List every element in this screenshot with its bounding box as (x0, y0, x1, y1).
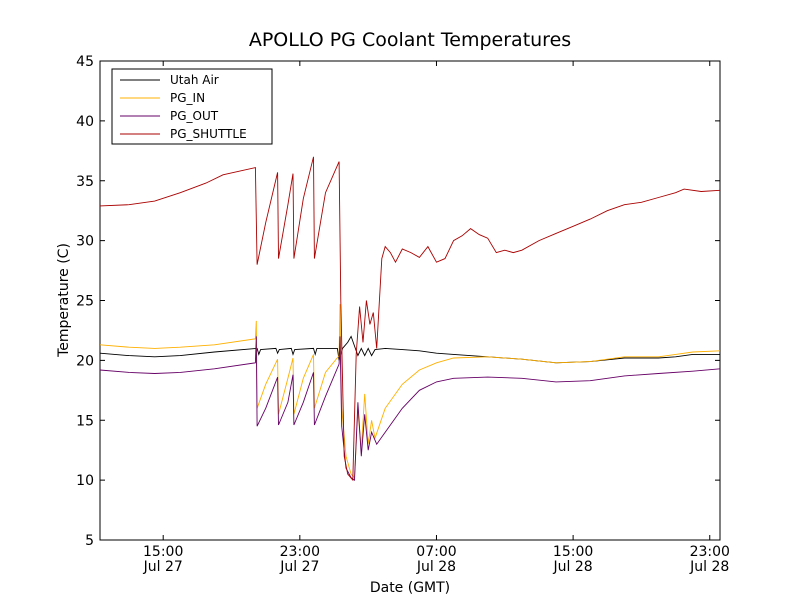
legend-items: Utah Air PG_IN PG_OUT PG_SHUTTLE (120, 73, 247, 141)
legend-box (111, 68, 273, 145)
x-tick-date-label: Jul 27 (143, 559, 183, 575)
x-tick-time-label: 07:00 (416, 544, 456, 560)
x-tick-date-label: Jul 27 (279, 559, 319, 575)
y-tick-label: 10 (76, 473, 94, 489)
series-line-pg-in (99, 304, 721, 479)
legend-label-pg-in: PG_IN (170, 91, 205, 105)
x-tick-time-label: 23:00 (690, 544, 730, 560)
y-tick-labels: 5 10 15 20 25 30 35 40 45 (76, 54, 94, 549)
y-tick-label: 40 (76, 114, 94, 130)
x-tick-date-label: Jul 28 (689, 559, 729, 575)
series-line-pg-out (99, 336, 721, 481)
x-tick-date-label: Jul 28 (416, 559, 456, 575)
x-tick-date-label: Jul 28 (553, 559, 593, 575)
x-tick-time-label: 15:00 (143, 544, 183, 560)
x-axis-title: Date (GMT) (370, 580, 450, 596)
y-tick-label: 30 (76, 234, 94, 250)
legend: Utah Air PG_IN PG_OUT PG_SHUTTLE (111, 68, 273, 145)
y-tick-label: 25 (76, 294, 94, 310)
ticks-layer (100, 60, 720, 541)
series-layer (99, 156, 721, 482)
legend-label-pg-out: PG_OUT (170, 109, 219, 123)
legend-label-pg-shuttle: PG_SHUTTLE (170, 127, 247, 141)
series-line-pg-shuttle (99, 156, 721, 482)
y-axis-title: Temperature (C) (56, 243, 72, 358)
y-tick-label: 20 (76, 353, 94, 369)
y-tick-label: 15 (76, 413, 94, 429)
y-tick-label: 5 (85, 533, 94, 549)
x-tick-time-label: 23:00 (280, 544, 320, 560)
y-tick-label: 45 (76, 54, 94, 70)
x-tick-time-label: 15:00 (553, 544, 593, 560)
chart-title: APOLLO PG Coolant Temperatures (249, 29, 571, 51)
legend-label-utah-air: Utah Air (170, 73, 219, 87)
y-tick-label: 35 (76, 174, 94, 190)
